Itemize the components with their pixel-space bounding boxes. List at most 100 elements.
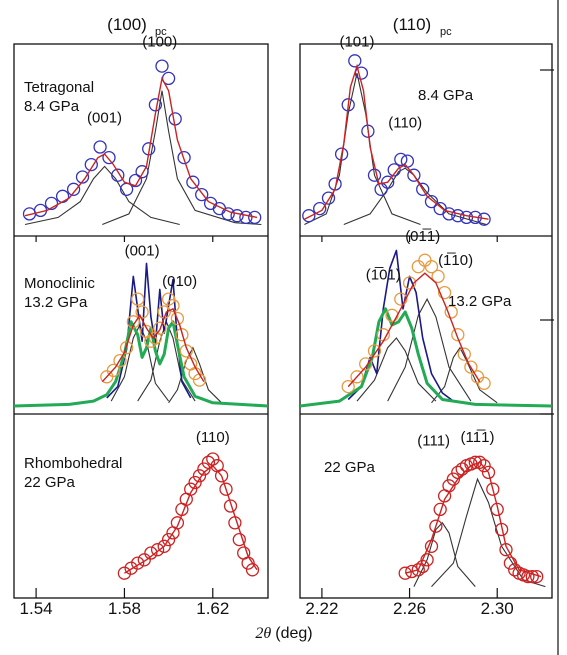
data-point: [177, 150, 191, 165]
component-peak-line: [24, 165, 180, 226]
data-point: [230, 209, 244, 223]
data-point: [248, 210, 262, 225]
data-point: [387, 163, 401, 177]
data-point: [232, 532, 246, 547]
panel-label: 8.4 GPa: [418, 87, 474, 104]
component-peak-line: [304, 72, 421, 226]
data-point: [468, 455, 482, 469]
data-point: [503, 556, 518, 570]
column-title-subscript: pc: [155, 26, 167, 38]
peak-label: (110): [388, 115, 422, 132]
data-point: [168, 112, 182, 126]
x-axis-label-unit: (deg): [275, 625, 312, 642]
data-point: [429, 519, 443, 533]
component-peak-line: [168, 346, 222, 404]
x-tick-label: 1.58: [108, 599, 141, 618]
data-point: [131, 556, 145, 570]
data-point: [411, 563, 425, 577]
data-point: [44, 196, 59, 211]
data-point: [302, 209, 316, 223]
panel-plot-area: [117, 452, 260, 580]
x-tick-label: 2.22: [305, 599, 338, 618]
data-point: [416, 182, 430, 196]
panel-column-frame: [299, 43, 553, 599]
component-peak-line: [413, 521, 476, 587]
data-point: [486, 482, 500, 496]
data-point: [117, 566, 132, 580]
data-point: [102, 150, 116, 165]
panel-plot-area: [398, 455, 546, 588]
data-point: [66, 182, 81, 196]
data-point: [433, 201, 447, 216]
data-point: [157, 539, 171, 553]
data-point: [348, 54, 362, 68]
total-fit-line: [304, 63, 489, 220]
data-point: [161, 532, 176, 547]
data-point: [321, 191, 336, 205]
panel-label: 22 GPa: [324, 459, 376, 476]
data-point: [84, 157, 98, 172]
data-point: [367, 344, 382, 358]
peak-label: (010): [162, 273, 197, 290]
data-point: [124, 561, 138, 575]
total-fit-line: [347, 272, 481, 388]
peak-label: (01̅1): [405, 228, 440, 245]
data-point: [219, 482, 233, 496]
column-title: (110): [393, 15, 431, 34]
data-point: [394, 292, 408, 306]
data-point: [431, 269, 445, 284]
data-point: [106, 363, 121, 378]
panel-label: 13.2 GPa: [24, 294, 88, 311]
data-point: [223, 499, 238, 513]
total-fit-line: [101, 307, 205, 383]
data-point: [444, 305, 458, 319]
data-point: [341, 379, 355, 394]
data-point: [424, 194, 439, 209]
data-point: [394, 152, 408, 167]
data-point: [126, 315, 140, 329]
data-point: [464, 360, 478, 374]
data-point: [119, 341, 134, 355]
data-point: [437, 285, 452, 300]
data-point: [442, 207, 456, 221]
panel-plot-area: [14, 262, 268, 408]
data-point: [359, 357, 373, 371]
column-title-subscript: pc: [440, 26, 452, 38]
component-peak-line: [431, 477, 546, 588]
data-point: [155, 59, 169, 73]
data-point: [530, 569, 544, 584]
data-point: [457, 347, 471, 361]
data-point: [179, 344, 193, 358]
data-point: [93, 140, 107, 154]
peak-label: (1̅01): [366, 267, 401, 284]
data-point: [150, 543, 165, 557]
x-axis-label-symbol: 2θ: [255, 625, 275, 642]
data-point: [131, 292, 145, 306]
calculated-profile-line: [106, 262, 192, 399]
panel-label: 13.2 GPa: [448, 293, 512, 310]
panel-label: 8.4 GPa: [24, 98, 80, 115]
peak-label: (1̅10): [438, 252, 473, 269]
data-point: [334, 147, 349, 161]
data-point: [525, 569, 539, 584]
data-point: [398, 566, 412, 580]
total-fit-line: [124, 464, 258, 574]
data-point: [418, 253, 432, 267]
data-point: [188, 475, 202, 490]
x-tick-label: 1.54: [20, 599, 53, 618]
data-point: [135, 305, 149, 319]
panel-label: Rhombohedral: [24, 455, 122, 472]
panel-plot-area: [302, 54, 491, 226]
peak-label: (111): [417, 433, 450, 450]
peak-label: (11̅1): [461, 429, 495, 446]
data-point: [197, 462, 211, 476]
x-tick-label: 2.30: [481, 599, 514, 618]
panel-label: Tetragonal: [24, 79, 94, 96]
component-peak-line: [102, 90, 262, 226]
panel-label: 22 GPa: [24, 474, 76, 491]
data-point: [175, 328, 189, 342]
data-point: [477, 212, 491, 226]
data-point: [55, 189, 70, 203]
data-point: [407, 168, 421, 182]
